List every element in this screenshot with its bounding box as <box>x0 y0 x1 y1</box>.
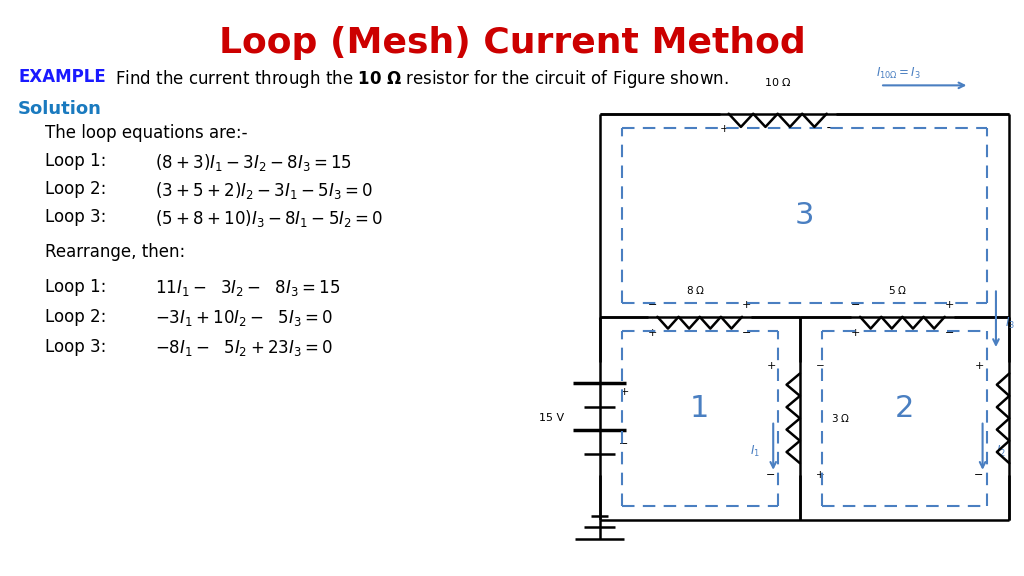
Text: $I_2$: $I_2$ <box>996 444 1006 459</box>
Text: $(5 + 8 + 10)I_3 - 8I_1 - 5I_2 = 0$: $(5 + 8 + 10)I_3 - 8I_1 - 5I_2 = 0$ <box>155 208 383 229</box>
Text: Loop 3:: Loop 3: <box>45 208 106 226</box>
Text: +: + <box>741 300 752 310</box>
Text: $I_3$: $I_3$ <box>1005 316 1015 331</box>
Text: Solution: Solution <box>18 100 101 118</box>
Text: −: − <box>648 300 657 310</box>
Text: −: − <box>816 361 824 372</box>
Text: $(3 + 5 + 2)I_2 - 3I_1 - 5I_3 = 0$: $(3 + 5 + 2)I_2 - 3I_1 - 5I_3 = 0$ <box>155 180 373 201</box>
Text: 1: 1 <box>690 395 710 423</box>
Text: $-3I_1 + 10I_2 -\ \ 5I_3 = 0$: $-3I_1 + 10I_2 -\ \ 5I_3 = 0$ <box>155 308 333 328</box>
Text: +: + <box>851 328 860 338</box>
Text: Loop 2:: Loop 2: <box>45 180 106 198</box>
Text: 15 V: 15 V <box>539 414 564 423</box>
Text: −: − <box>826 122 837 135</box>
Text: 8 $\Omega$: 8 $\Omega$ <box>686 283 705 295</box>
Text: Loop 3:: Loop 3: <box>45 338 106 356</box>
Text: Loop (Mesh) Current Method: Loop (Mesh) Current Method <box>219 26 805 60</box>
Text: $I_1$: $I_1$ <box>750 444 760 459</box>
Text: 5 $\Omega$: 5 $\Omega$ <box>888 283 907 295</box>
Text: $(8 + 3)I_1 - 3I_2 - 8I_3 = 15$: $(8 + 3)I_1 - 3I_2 - 8I_3 = 15$ <box>155 152 352 173</box>
Text: +: + <box>816 470 824 480</box>
Text: Loop 2:: Loop 2: <box>45 308 106 326</box>
Text: Loop 1:: Loop 1: <box>45 152 106 170</box>
Text: $I_{10\Omega} = I_3$: $I_{10\Omega} = I_3$ <box>876 66 921 81</box>
Text: +: + <box>720 124 729 134</box>
Text: −: − <box>741 328 752 338</box>
Text: The loop equations are:-: The loop equations are:- <box>45 124 248 142</box>
Text: +: + <box>974 361 984 372</box>
Text: 3 $\Omega$: 3 $\Omega$ <box>831 412 851 425</box>
Text: 2: 2 <box>895 395 914 423</box>
Text: Loop 1:: Loop 1: <box>45 278 106 296</box>
Text: +: + <box>648 328 657 338</box>
Text: 10 $\Omega$: 10 $\Omega$ <box>764 75 792 88</box>
Text: −: − <box>851 300 860 310</box>
Text: $11I_1 -\ \ 3I_2 -\ \ 8I_3 = 15$: $11I_1 -\ \ 3I_2 -\ \ 8I_3 = 15$ <box>155 278 340 298</box>
Text: −: − <box>620 439 629 449</box>
Text: +: + <box>944 300 954 310</box>
Text: Rearrange, then:: Rearrange, then: <box>45 243 185 261</box>
Text: Find the current through the $\mathbf{10\ \Omega}$ resistor for the circuit of F: Find the current through the $\mathbf{10… <box>115 68 729 90</box>
Text: $-8I_1 -\ \ 5I_2 + 23I_3 = 0$: $-8I_1 -\ \ 5I_2 + 23I_3 = 0$ <box>155 338 333 358</box>
Text: +: + <box>766 361 776 372</box>
Text: −: − <box>974 470 984 480</box>
Text: −: − <box>944 328 954 338</box>
Text: +: + <box>620 388 629 397</box>
Text: 3: 3 <box>795 201 814 230</box>
Text: EXAMPLE: EXAMPLE <box>18 68 105 86</box>
Text: −: − <box>766 470 776 480</box>
